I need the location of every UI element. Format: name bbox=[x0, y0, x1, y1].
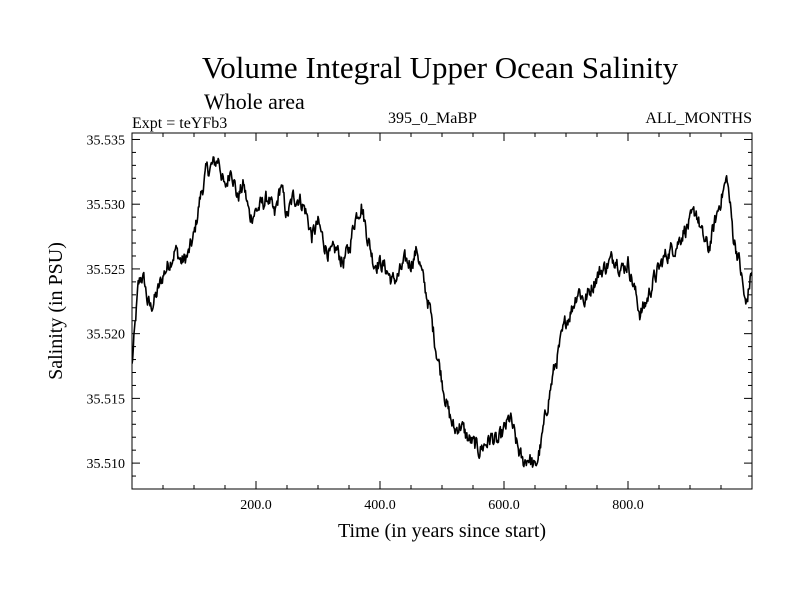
y-axis-label: Salinity (in PSU) bbox=[45, 242, 67, 380]
x-axis-label: Time (in years since start) bbox=[338, 520, 546, 542]
y-tick-label: 35.515 bbox=[87, 392, 126, 407]
chart-title: Volume Integral Upper Ocean Salinity bbox=[201, 50, 679, 85]
months-label: ALL_MONTHS bbox=[645, 110, 752, 127]
y-tick-label: 35.530 bbox=[87, 198, 126, 213]
x-tick-label: 800.0 bbox=[612, 498, 644, 513]
y-tick-label: 35.535 bbox=[87, 133, 126, 148]
x-tick-label: 400.0 bbox=[364, 498, 396, 513]
y-tick-label: 35.510 bbox=[87, 457, 126, 472]
y-tick-label: 35.525 bbox=[87, 263, 126, 278]
axis-ticks bbox=[132, 133, 752, 489]
chart-subtitle: Whole area bbox=[204, 89, 305, 114]
axis-tick-labels: 200.0 400.0 600.0 800.0 35.510 35.515 35.520 35… bbox=[87, 133, 644, 513]
salinity-series-line bbox=[132, 156, 752, 468]
run-label: 395_0_MaBP bbox=[388, 110, 477, 127]
experiment-label: Expt = teYFb3 bbox=[132, 115, 228, 132]
y-tick-label: 35.520 bbox=[87, 328, 126, 343]
x-tick-label: 600.0 bbox=[488, 498, 520, 513]
x-tick-label: 200.0 bbox=[240, 498, 272, 513]
